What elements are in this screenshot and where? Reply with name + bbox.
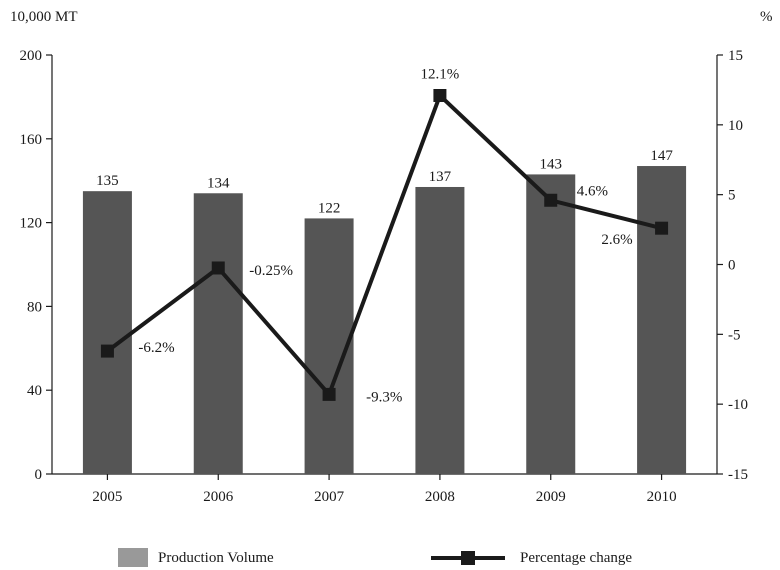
right-tick-label: 0 — [728, 258, 736, 274]
right-tick-label: 15 — [728, 48, 743, 64]
bar-value-label: 137 — [429, 169, 452, 185]
legend-line-label: Percentage change — [520, 550, 632, 566]
percentage-value-label: -6.2% — [138, 340, 174, 356]
x-tick-label: 2009 — [536, 489, 566, 505]
percentage-point — [544, 193, 558, 207]
percentage-line-path — [106, 91, 663, 399]
left-tick-label: 40 — [27, 383, 42, 399]
x-tick-label: 2007 — [314, 489, 345, 505]
percentage-line — [100, 89, 669, 401]
left-tick-label: 160 — [20, 132, 43, 148]
legend: Production Volume Percentage change — [118, 548, 632, 567]
bar — [82, 191, 132, 475]
bar — [193, 193, 243, 474]
right-tick-label: -10 — [728, 397, 748, 413]
percentage-value-label: -0.25% — [249, 263, 293, 279]
left-tick-label: 0 — [35, 467, 43, 483]
right-tick-label: 5 — [728, 188, 736, 204]
data-labels: 135 134 122 137 143 147 -6.2% -0.25% -9.3% 12.1% 4… — [96, 67, 673, 406]
bar-value-label: 134 — [207, 175, 230, 191]
percentage-point — [211, 261, 225, 275]
percentage-value-label: 2.6% — [601, 232, 632, 248]
percentage-value-label: 4.6% — [577, 183, 608, 199]
legend-line-marker — [461, 551, 475, 565]
bar — [415, 186, 465, 475]
right-tick-label: 10 — [728, 118, 743, 134]
bars — [82, 166, 687, 475]
legend-bar-label: Production Volume — [158, 550, 274, 566]
left-tick-label: 80 — [27, 299, 42, 315]
bar-value-label: 122 — [318, 200, 341, 216]
legend-bar-swatch — [118, 548, 148, 567]
left-axis-unit: 10,000 MT — [10, 9, 78, 25]
right-axis-unit: % — [760, 9, 773, 25]
percentage-point — [433, 89, 447, 103]
axes: 10,000 MT % 0 40 80 120 160 200 -15 -10 -5 0 5 10 15 20… — [10, 9, 773, 505]
bar-value-label: 147 — [650, 148, 673, 164]
x-tick-label: 2010 — [647, 489, 677, 505]
percentage-point — [322, 387, 336, 401]
percentage-point — [655, 221, 669, 235]
right-tick-label: -15 — [728, 467, 748, 483]
percentage-point — [100, 344, 114, 358]
bar — [526, 174, 576, 475]
x-tick-label: 2006 — [203, 489, 234, 505]
bar — [637, 166, 687, 474]
left-tick-label: 200 — [20, 48, 43, 64]
x-tick-label: 2008 — [425, 489, 455, 505]
x-tick-label: 2005 — [92, 489, 122, 505]
left-tick-label: 120 — [20, 216, 43, 232]
bar-value-label: 135 — [96, 173, 119, 189]
bar-value-label: 143 — [540, 156, 563, 172]
percentage-value-label: 12.1% — [421, 67, 460, 83]
right-tick-label: -5 — [728, 327, 741, 343]
percentage-value-label: -9.3% — [366, 389, 402, 405]
